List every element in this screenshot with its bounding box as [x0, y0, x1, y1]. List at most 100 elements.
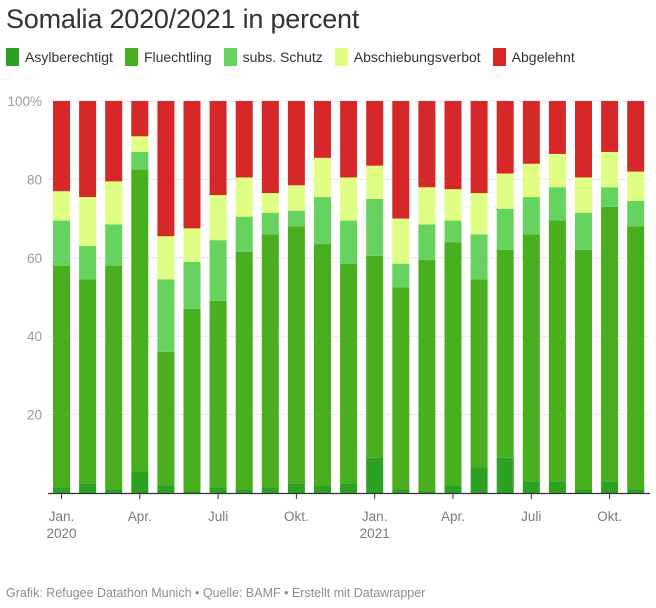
bar-segment: [575, 101, 592, 178]
bar-segment: [470, 101, 488, 194]
bar-segment: [157, 236, 175, 280]
bar-segment: [131, 151, 149, 170]
bar-segment: [235, 101, 253, 178]
legend-swatch: [223, 48, 237, 66]
bar-segment: [235, 251, 253, 490]
bar-segment: [548, 220, 566, 482]
bar-segment: [157, 485, 175, 493]
x-tick-label: Jan.: [49, 509, 75, 524]
legend-item-subs-schutz: subs. Schutz: [223, 48, 323, 66]
legend-swatch: [334, 48, 348, 66]
bar-segment: [418, 491, 436, 493]
bar-segment: [105, 489, 123, 493]
bar-segment: [105, 101, 123, 182]
bar-segment: [131, 169, 149, 472]
bar-segment: [79, 483, 97, 493]
bar-segment: [287, 185, 305, 211]
bar-segment: [235, 216, 253, 252]
legend-item-abschiebungsverbot: Abschiebungsverbot: [334, 48, 481, 66]
bar-segment: [444, 189, 462, 221]
bar-segment: [601, 206, 619, 482]
bar-segment: [53, 487, 70, 493]
y-tick-label: 20: [27, 408, 42, 423]
bar-segment: [444, 485, 462, 493]
bar-segment: [496, 173, 514, 209]
bar-segment: [418, 187, 436, 225]
bar-segment: [340, 101, 358, 178]
axes: 100% 80 60 40 20 Jan. 2020 Apr. Juli Okt. Jan. 2021…: [7, 94, 650, 541]
bar-segment: [261, 234, 279, 488]
x-tick-label: Apr.: [128, 509, 152, 524]
bar-segment: [522, 163, 540, 198]
bar-segment: [209, 300, 227, 488]
bar-segment: [53, 101, 70, 192]
bar-segment: [522, 234, 540, 482]
bar-segment: [470, 193, 488, 235]
bar-segment: [444, 101, 462, 190]
bar-segment: [418, 224, 436, 260]
bar-segment: [601, 187, 619, 207]
chart-title: Somalia 2020/2021 in percent: [6, 4, 360, 34]
bar-segment: [366, 199, 384, 256]
legend-swatch: [6, 48, 19, 66]
x-tick-sublabel: 2021: [360, 526, 390, 541]
y-tick-label: 60: [27, 251, 42, 266]
bar-segment: [105, 181, 123, 225]
bar-segment: [79, 279, 97, 484]
bar-segment: [522, 481, 540, 493]
bar-segment: [79, 246, 97, 280]
bar-segment: [366, 101, 384, 166]
bar-segment: [601, 101, 619, 152]
bar-segment: [287, 101, 305, 186]
legend-item-abgelehnt: Abgelehnt: [492, 48, 575, 66]
bar-segment: [235, 177, 253, 217]
bar-segment: [366, 457, 384, 493]
x-tick-label: Juli: [208, 509, 228, 524]
bar-segment: [209, 240, 227, 301]
bar-segment: [287, 483, 305, 493]
bar-segment: [522, 197, 540, 235]
y-tick-label: 40: [27, 329, 42, 344]
bar-segment: [209, 487, 227, 493]
bar-segment: [627, 200, 645, 227]
bar-segment: [522, 101, 540, 164]
bar-segment: [392, 218, 410, 264]
bar-segment: [366, 165, 384, 199]
bar-segment: [235, 489, 253, 493]
bar-segment: [548, 187, 566, 221]
bar-segment: [209, 101, 227, 196]
legend-item-fluechtling: Fluechtling: [124, 48, 212, 66]
bar-segment: [340, 220, 358, 264]
bar-segment: [548, 101, 566, 154]
bar-segment: [183, 261, 201, 309]
bar-segment: [575, 212, 592, 250]
legend-label: Abgelehnt: [511, 49, 575, 65]
legend-item-asylberechtigt: Asylberechtigt: [6, 48, 113, 66]
bar-segment: [340, 263, 358, 484]
bars: [53, 101, 645, 493]
legend-label: Abschiebungsverbot: [353, 49, 481, 65]
bar-segment: [496, 101, 514, 174]
bar-segment: [340, 177, 358, 221]
stacked-bar-chart: 100% 80 60 40 20 Jan. 2020 Apr. Juli Okt. Jan. 2021…: [7, 94, 650, 541]
bar-segment: [392, 101, 410, 219]
bar-segment: [340, 483, 358, 493]
bar-segment: [131, 471, 149, 493]
bar-segment: [575, 177, 592, 213]
bar-segment: [444, 242, 462, 486]
bar-segment: [496, 457, 514, 493]
bar-segment: [209, 195, 227, 241]
y-tick-label: 80: [27, 172, 42, 187]
bar-segment: [392, 489, 410, 493]
bar-segment: [314, 157, 331, 198]
bar-segment: [79, 197, 97, 247]
bar-segment: [575, 249, 592, 490]
legend-label: subs. Schutz: [242, 49, 323, 65]
x-tick-label: Jan.: [362, 509, 388, 524]
bar-segment: [183, 228, 201, 262]
y-tick-label: 100%: [7, 94, 42, 109]
bar-segment: [79, 101, 97, 198]
bar-segment: [183, 308, 201, 492]
bar-segment: [157, 101, 175, 237]
bar-segment: [314, 197, 331, 245]
